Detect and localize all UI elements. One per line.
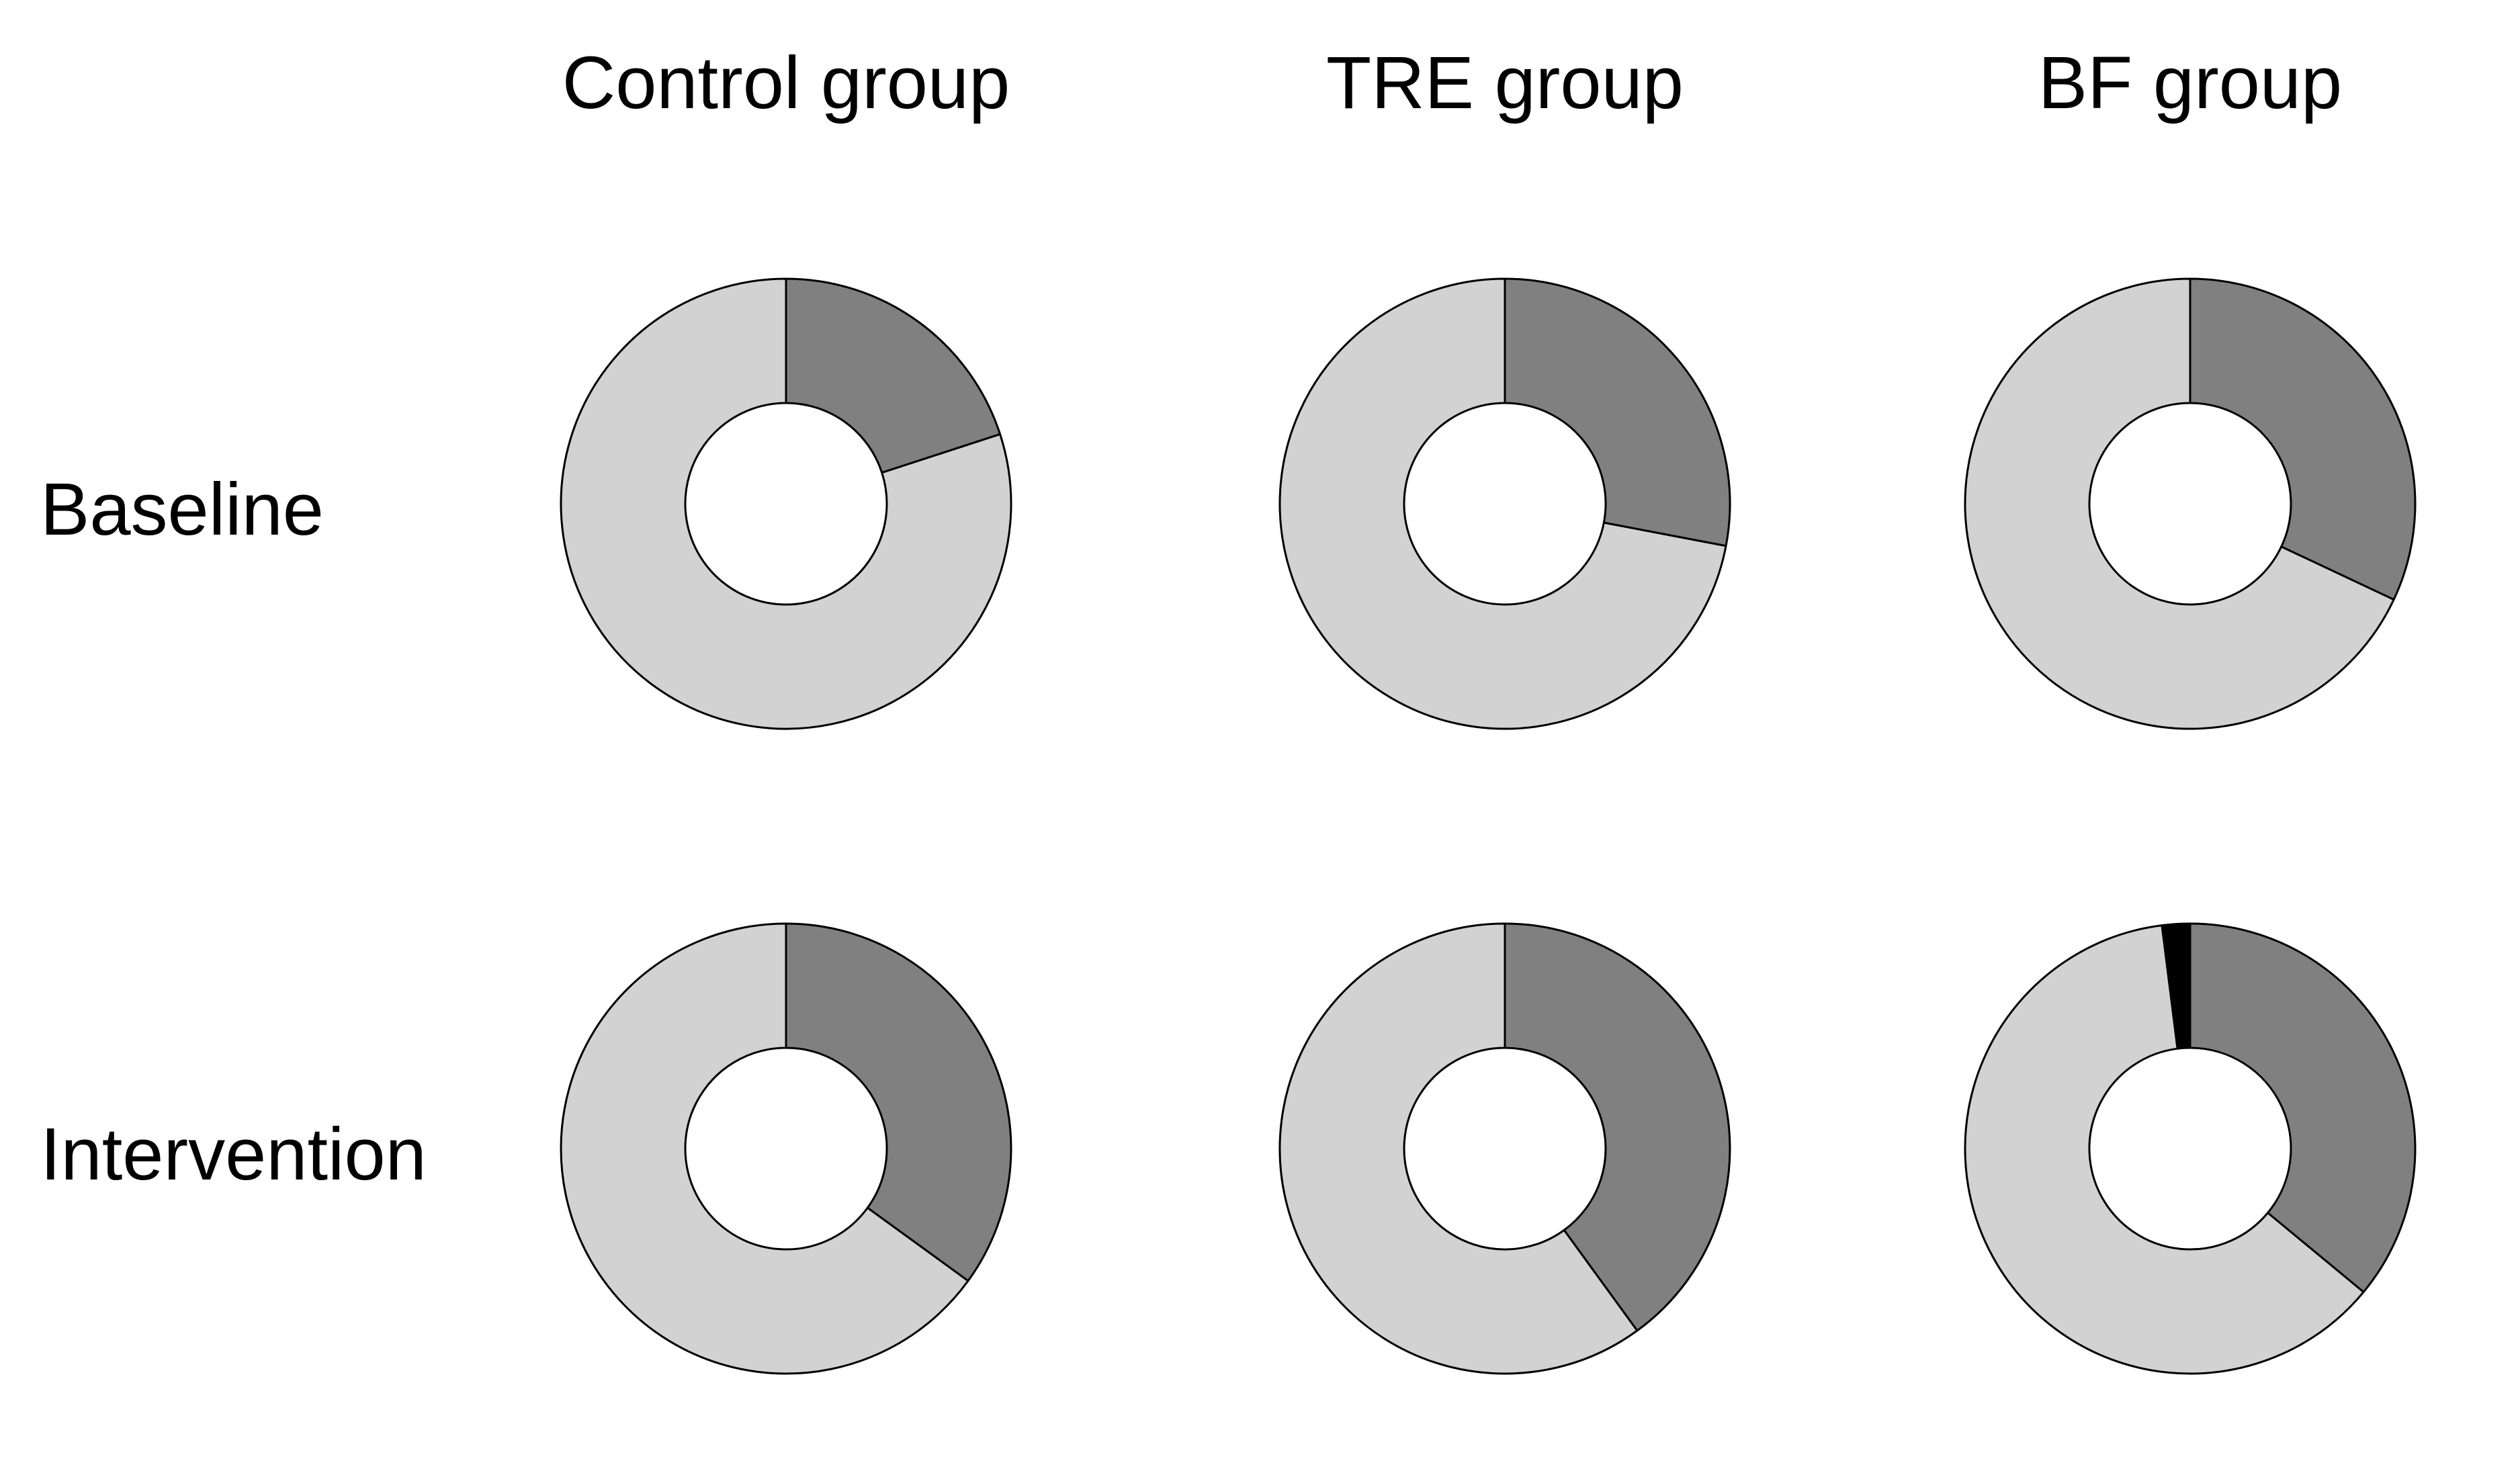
column-header: TRE group — [1203, 40, 1807, 126]
donut-slice — [786, 279, 1000, 473]
donut-slice — [2190, 279, 2415, 600]
column-header: Control group — [484, 40, 1088, 126]
column-header: BF group — [1888, 40, 2492, 126]
donut-slice — [2190, 924, 2415, 1292]
donut-slice — [786, 924, 1011, 1281]
chart-grid: Control group TRE group BF group Baseline In… — [0, 0, 2520, 1469]
donut-slice — [1505, 279, 1730, 546]
donut-chart — [1963, 922, 2417, 1376]
row-header: Baseline — [40, 467, 324, 552]
donut-chart — [1278, 922, 1732, 1376]
row-header: Intervention — [40, 1112, 427, 1197]
donut-chart — [559, 922, 1013, 1376]
donut-chart — [1963, 277, 2417, 731]
donut-chart — [1278, 277, 1732, 731]
donut-chart — [559, 277, 1013, 731]
